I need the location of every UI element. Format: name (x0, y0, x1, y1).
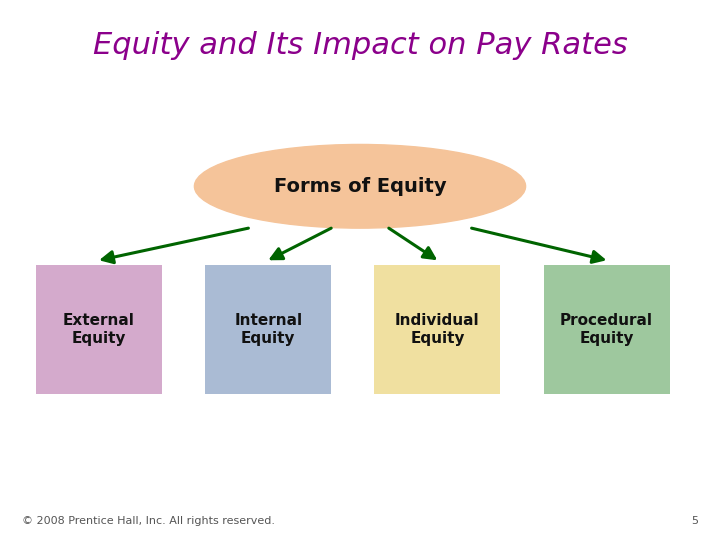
FancyBboxPatch shape (544, 265, 670, 394)
Text: © 2008 Prentice Hall, Inc. All rights reserved.: © 2008 Prentice Hall, Inc. All rights re… (22, 516, 274, 526)
Text: Individual
Equity: Individual Equity (395, 313, 480, 346)
FancyBboxPatch shape (205, 265, 331, 394)
Text: Forms of Equity: Forms of Equity (274, 177, 446, 196)
FancyBboxPatch shape (374, 265, 500, 394)
Text: Procedural
Equity: Procedural Equity (560, 313, 653, 346)
Text: 5: 5 (691, 516, 698, 526)
FancyBboxPatch shape (36, 265, 162, 394)
Text: External
Equity: External Equity (63, 313, 135, 346)
Text: Internal
Equity: Internal Equity (234, 313, 302, 346)
Ellipse shape (194, 144, 526, 228)
Text: Equity and Its Impact on Pay Rates: Equity and Its Impact on Pay Rates (93, 31, 627, 60)
